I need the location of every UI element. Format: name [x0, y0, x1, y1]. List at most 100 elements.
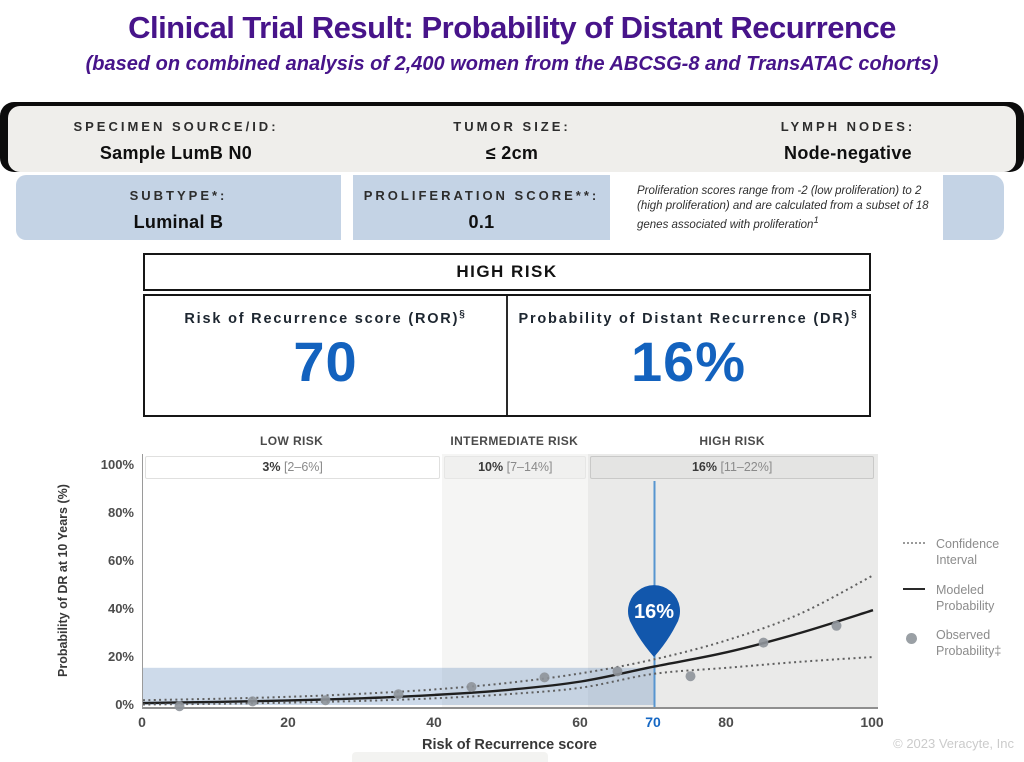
subtype-bar-cap [943, 175, 1004, 240]
specimen-source-label: SPECIMEN SOURCE/ID: [73, 119, 279, 134]
y-tick-100: 100% [100, 457, 134, 472]
proliferation-note-superscript: 1 [813, 214, 819, 226]
y-axis-label: Probability of DR at 10 Years (%) [56, 484, 70, 677]
ror-superscript: § [459, 309, 467, 320]
legend-item-1: Confidence Interval [903, 536, 1021, 569]
observed-point-55 [539, 672, 550, 683]
zone-range-value: 3% [262, 460, 281, 474]
watermark-artifact [352, 752, 548, 762]
subtype-field: SUBTYPE*: Luminal B [16, 175, 341, 240]
specimen-source-field: SPECIMEN SOURCE/ID: Sample LumB N0 [8, 106, 344, 172]
legend-item-3: Observed Probability‡ [903, 627, 1021, 660]
subtype-value: Luminal B [133, 212, 224, 232]
ror-value: 70 [293, 329, 358, 393]
marker-balloon-label: 16% [634, 601, 674, 623]
point-line-icon [903, 627, 927, 660]
observed-point-95 [831, 620, 842, 631]
zone-range-value: 10% [478, 460, 504, 474]
dr-value: 16% [630, 329, 747, 393]
marker-balloon [628, 585, 680, 657]
x-axis-label: Risk of Recurrence score [422, 737, 597, 753]
observed-point-35 [393, 689, 404, 700]
zone-label-2: INTERMEDIATE RISK [450, 434, 579, 448]
zone-background-high-risk [588, 454, 878, 707]
lymph-nodes-label: LYMPH NODES: [780, 119, 916, 134]
chart-canvas: 16% [142, 481, 874, 712]
zone-range-box-2: 10% [7–14%] [444, 456, 587, 479]
observed-point-85 [758, 637, 769, 648]
x-tick-40: 40 [426, 714, 442, 730]
zone-range-ci: [11–22%] [716, 460, 773, 474]
proliferation-value: 0.1 [468, 212, 495, 232]
risk-results-panel: Risk of Recurrence score (ROR)§ 70 Proba… [143, 294, 871, 417]
copyright-text: © 2023 Veracyte, Inc [893, 736, 1014, 751]
modeled-probability-line [142, 609, 874, 705]
observed-point-45 [466, 682, 477, 692]
point-glyph [906, 633, 917, 644]
subtype-bar-gap [341, 175, 353, 240]
y-tick-20: 20% [107, 649, 134, 664]
observed-point-5 [174, 701, 185, 712]
observed-point-75 [685, 671, 696, 682]
ror-label: Risk of Recurrence score (ROR) [184, 310, 460, 327]
y-tick-80: 80% [107, 505, 134, 520]
proliferation-label: PROLIFERATION SCORE**: [363, 188, 600, 203]
subtype-label: SUBTYPE*: [129, 188, 228, 203]
confidence-interval-upper-line [142, 574, 874, 702]
proliferation-note-text: Proliferation scores range from -2 (low … [637, 185, 929, 231]
zone-label-3: HIGH RISK [699, 434, 765, 448]
dr-cell: Probability of Distant Recurrence (DR)§ … [506, 296, 869, 415]
lymph-nodes-field: LYMPH NODES: Node-negative [680, 106, 1016, 172]
legend-item-2: Modeled Probability [903, 582, 1021, 615]
tumor-size-value: ≤ 2cm [485, 143, 539, 163]
zone-range-ci: [2–6%] [280, 460, 323, 474]
solid-glyph [903, 587, 925, 590]
x-tick-70: 70 [645, 714, 661, 730]
zone-range-value: 16% [691, 460, 717, 474]
dr-label-row: Probability of Distant Recurrence (DR)§ [508, 309, 869, 327]
zone-background-intermediate-risk [442, 454, 589, 707]
solid-line-icon [903, 582, 927, 615]
proliferation-note: Proliferation scores range from -2 (low … [610, 175, 943, 240]
y-tick-60: 60% [107, 553, 134, 568]
recurrence-chart: LOW RISK INTERMEDIATE RISK HIGH RISK 3% [2… [0, 430, 1024, 762]
dr-superscript: § [851, 309, 859, 320]
specimen-source-value: Sample LumB N0 [99, 143, 253, 163]
zone-range-box-1: 3% [2–6%] [145, 456, 441, 479]
x-tick-60: 60 [572, 714, 588, 730]
observed-point-25 [320, 695, 331, 706]
page-title: Clinical Trial Result: Probability of Di… [128, 10, 896, 45]
legend-label: Modeled Probability [936, 582, 995, 613]
subtype-bar: SUBTYPE*: Luminal B PROLIFERATION SCORE*… [0, 175, 1024, 240]
y-tick-40: 40% [107, 601, 134, 616]
ror-cell: Risk of Recurrence score (ROR)§ 70 [145, 296, 506, 415]
plot-area: 3% [2–6%] 10% [7–14%] 16% [11–22%] 16% [142, 454, 878, 712]
risk-category-panel: HIGH RISK [143, 253, 871, 291]
page-subtitle: (based on combined analysis of 2,400 wom… [85, 53, 939, 75]
dotted-glyph [903, 542, 925, 544]
dr-label: Probability of Distant Recurrence (DR) [518, 310, 852, 327]
x-tick-100: 100 [860, 714, 884, 730]
observed-point-15 [247, 696, 258, 707]
confidence-interval-lower-line [142, 656, 874, 706]
legend-label: Confidence Interval [936, 537, 1000, 568]
zone-range-ci: [7–14%] [503, 460, 553, 474]
tumor-size-label: TUMOR SIZE: [453, 119, 571, 134]
chart-legend: Confidence Interval Modeled Probability Ob… [903, 536, 1021, 673]
zone-label-1: LOW RISK [260, 434, 324, 448]
x-tick-20: 20 [280, 714, 296, 730]
specimen-bar: SPECIMEN SOURCE/ID: Sample LumB N0 TUMOR… [8, 106, 1016, 172]
lymph-nodes-value: Node-negative [784, 143, 912, 163]
legend-label: Observed Probability‡ [936, 628, 1002, 659]
risk-category-title: HIGH RISK [456, 262, 558, 281]
x-tick-0: 0 [138, 714, 146, 730]
dotted-line-icon [903, 536, 927, 569]
observed-point-65 [612, 666, 623, 677]
tumor-size-field: TUMOR SIZE: ≤ 2cm [344, 106, 680, 172]
y-tick-0: 0% [115, 697, 134, 712]
ror-label-row: Risk of Recurrence score (ROR)§ [145, 309, 506, 327]
zone-background-low-risk [143, 454, 443, 707]
x-tick-80: 80 [718, 714, 734, 730]
zone-range-box-3: 16% [11–22%] [590, 456, 874, 479]
